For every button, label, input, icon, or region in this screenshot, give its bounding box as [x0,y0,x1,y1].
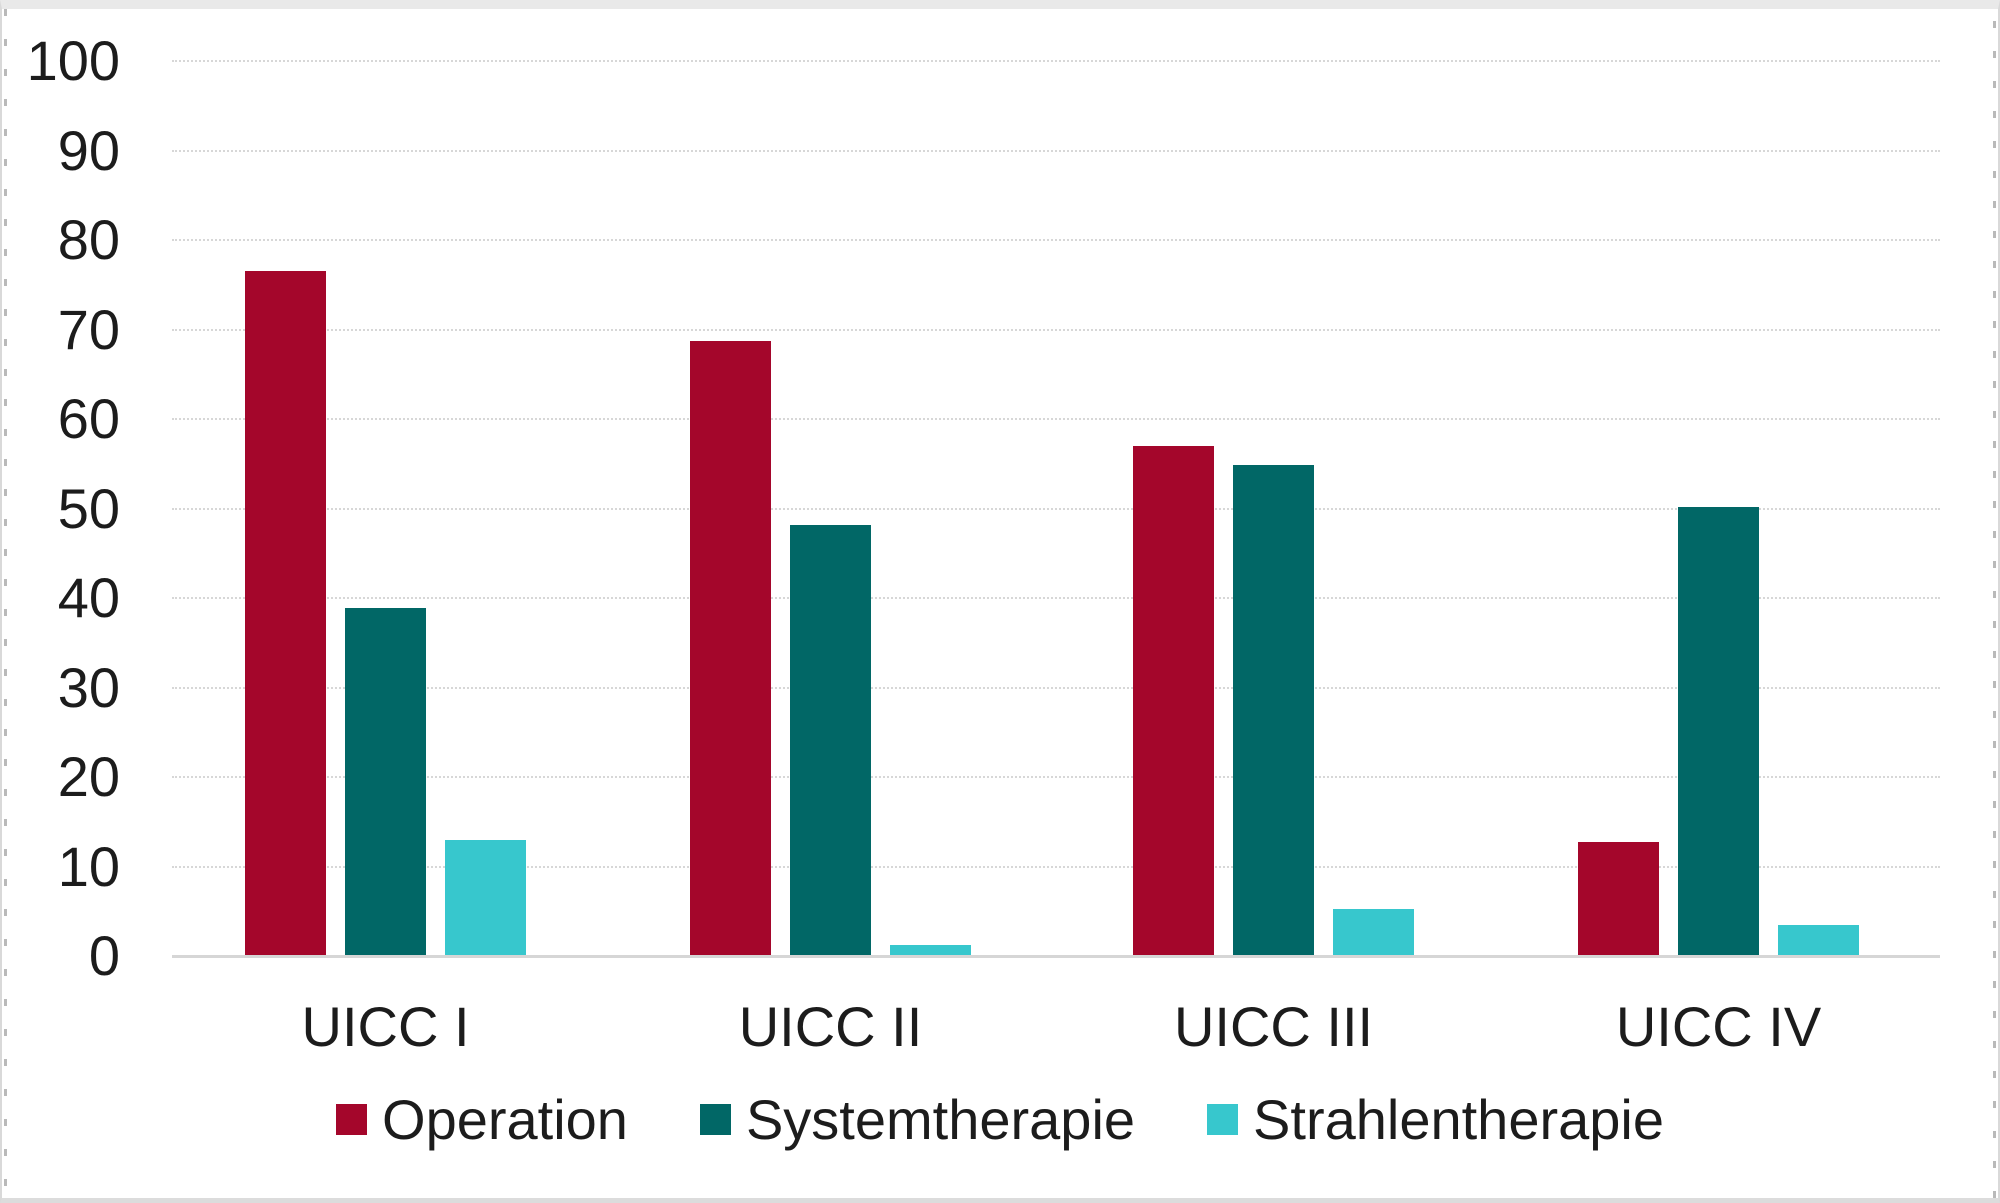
bar-systemtherapie-uicc-ii [790,525,871,956]
bar-strahlentherapie-uicc-iii [1333,909,1414,956]
y-tick-label-90: 90 [57,118,120,182]
x-axis-label-uicc-iii: UICC III [1173,995,1374,1058]
bar-strahlentherapie-uicc-iv [1778,925,1859,956]
gridline-70 [172,328,1940,331]
bar-operation-uicc-i [245,271,326,956]
legend-swatch-strahlentherapie [1207,1104,1239,1135]
bar-strahlentherapie-uicc-i [445,840,526,956]
bar-systemtherapie-uicc-iii [1233,465,1314,956]
legend-label-strahlentherapie: Strahlentherapie [1253,1088,1664,1151]
y-tick-label-100: 100 [26,29,120,92]
legend-swatch-systemtherapie [699,1104,731,1135]
x-axis-label-uicc-iv: UICC IV [1615,995,1822,1058]
x-axis-label-uicc-i: UICC I [301,995,470,1058]
bar-operation-uicc-iii [1133,446,1214,956]
plot-area [172,60,1940,956]
gridline-20 [172,776,1940,778]
bar-operation-uicc-ii [690,341,771,956]
y-tick-label-60: 60 [57,387,120,450]
y-tick-label-40: 40 [57,566,120,629]
right-edge-tick-marks [1989,9,1996,1198]
left-edge-tick-marks [4,9,11,1198]
bar-operation-uicc-iv [1578,842,1659,956]
legend-item-strahlentherapie: Strahlentherapie [1207,1087,1664,1152]
y-tick-label-0: 0 [88,924,120,987]
legend-swatch-operation [336,1104,368,1135]
bar-systemtherapie-uicc-i [345,608,426,956]
y-tick-label-20: 20 [57,745,120,808]
y-tick-label-10: 10 [57,834,120,898]
gridline-10 [172,865,1940,868]
x-axis-label-uicc-ii: UICC II [738,995,923,1058]
gridline-100 [172,60,1940,62]
y-tick-label-80: 80 [57,208,120,271]
y-tick-label-70: 70 [57,297,120,361]
y-tick-label-30: 30 [57,655,120,719]
legend-item-operation: Operation [336,1087,628,1152]
x-axis-line [172,955,1940,958]
gridline-90 [172,149,1940,152]
gridline-80 [172,239,1940,241]
gridline-50 [172,507,1940,510]
legend: Operation Systemtherapie Strahlentherapie [2,1087,1998,1152]
bar-systemtherapie-uicc-iv [1678,507,1759,956]
legend-label-operation: Operation [382,1088,628,1151]
gridline-60 [172,418,1940,420]
bar-strahlentherapie-uicc-ii [890,945,971,956]
legend-item-systemtherapie: Systemtherapie [699,1087,1136,1152]
gridline-40 [172,597,1940,599]
gridline-30 [172,686,1940,689]
legend-label-systemtherapie: Systemtherapie [745,1088,1136,1151]
y-tick-label-50: 50 [57,476,120,540]
